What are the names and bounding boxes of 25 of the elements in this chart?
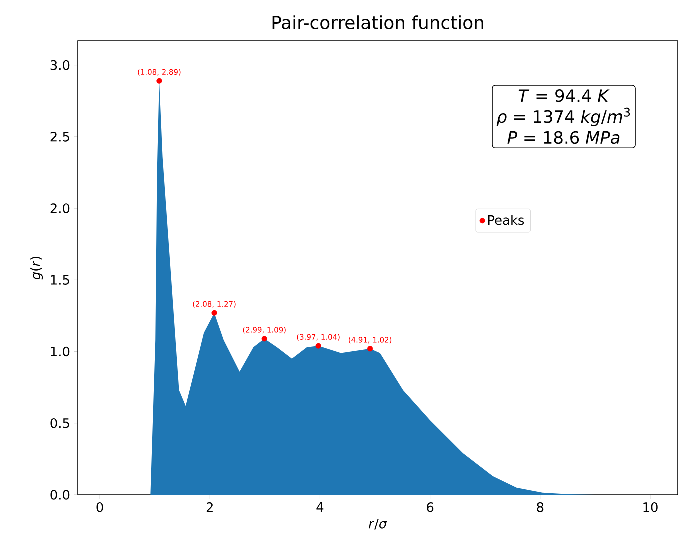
x-tick-label: 8 <box>537 502 544 512</box>
x-tick-label: 2 <box>206 502 213 512</box>
y-tick-label: 1.0 <box>51 346 70 357</box>
x-tick-label: 10 <box>644 502 658 512</box>
y-tick-label: 1.5 <box>51 275 70 285</box>
point <box>156 78 162 84</box>
y-tick-label: 3.0 <box>50 60 70 70</box>
point <box>316 343 322 349</box>
y-tick-label: 0.0 <box>50 490 70 500</box>
x-tick-label: 4 <box>316 502 324 512</box>
annotation: ρ = 1374 kg/m$^{3}$ <box>496 108 630 126</box>
point <box>212 310 218 316</box>
y-tick-label: 2.0 <box>50 204 70 214</box>
y-axis-title: g(r) <box>30 256 44 280</box>
point <box>368 346 374 352</box>
x-tick-label: 0 <box>96 502 104 512</box>
x-axis-title: r/σ <box>369 519 388 530</box>
y-tick-label: 2.5 <box>50 132 70 142</box>
x-tick-label: 6 <box>427 502 434 512</box>
legend-label: Peaks <box>488 215 524 226</box>
chart-title: Pair-correlation function <box>272 16 484 30</box>
y-tick-label: 0.5 <box>50 418 70 428</box>
annotation: T = 94.4 K <box>518 89 610 102</box>
point <box>262 336 268 342</box>
annotation: P = 18.6 MPa <box>508 131 620 144</box>
